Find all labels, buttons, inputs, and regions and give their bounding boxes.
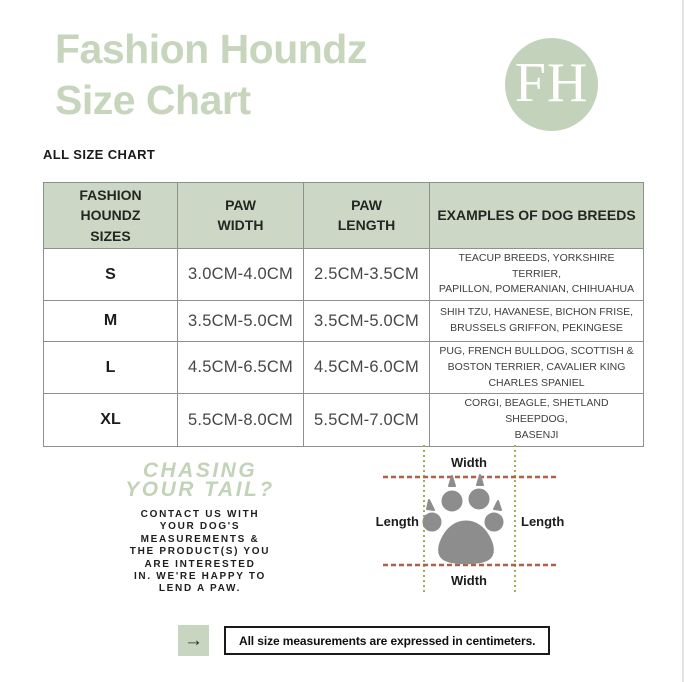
breeds-cell: TEACUP BREEDS, YORKSHIRE TERRIER, PAPILL…	[429, 247, 644, 302]
paw-length-cell: 3.5CM-5.0CM	[303, 300, 430, 343]
column-header-breeds: EXAMPLES OF DOG BREEDS	[429, 182, 644, 249]
arrow-right-icon: →	[178, 625, 209, 656]
size-cell: XL	[43, 393, 178, 447]
section-label: ALL SIZE CHART	[43, 147, 156, 162]
brand-logo: FH	[505, 38, 598, 131]
paw-width-cell: 3.0CM-4.0CM	[177, 247, 304, 302]
column-header-sizes: FASHION HOUNDZ SIZES	[43, 182, 178, 249]
table-header-row: FASHION HOUNDZ SIZES PAW WIDTH PAW LENGT…	[43, 182, 644, 249]
width-label-top: Width	[451, 455, 487, 470]
size-cell: L	[43, 341, 178, 395]
size-chart-table: FASHION HOUNDZ SIZES PAW WIDTH PAW LENGT…	[43, 182, 644, 447]
contact-body-text: CONTACT US WITH YOUR DOG'S MEASUREMENTS …	[129, 509, 271, 595]
table-row-l: L 4.5CM-6.5CM 4.5CM-6.0CM PUG, FRENCH BU…	[43, 341, 644, 395]
paw-measurement-diagram: Width Width Length Length	[376, 445, 564, 592]
width-label-bottom: Width	[451, 573, 487, 588]
footer-note-bar: → All size measurements are expressed in…	[178, 625, 551, 656]
paw-length-cell: 4.5CM-6.0CM	[303, 341, 430, 395]
paw-length-cell: 5.5CM-7.0CM	[303, 393, 430, 447]
length-label-right: Length	[521, 514, 564, 529]
length-label-left: Length	[376, 514, 419, 529]
paw-print-icon	[422, 474, 504, 565]
paw-width-cell: 4.5CM-6.5CM	[177, 341, 304, 395]
contact-headline: CHASING YOUR TAIL?	[125, 459, 275, 501]
column-header-paw-length: PAW LENGTH	[303, 182, 430, 249]
contact-block: CHASING YOUR TAIL? CONTACT US WITH YOUR …	[60, 459, 340, 596]
paw-width-cell: 3.5CM-5.0CM	[177, 300, 304, 343]
paw-length-cell: 2.5CM-3.5CM	[303, 247, 430, 302]
size-cell: M	[43, 300, 178, 343]
breeds-cell: PUG, FRENCH BULLDOG, SCOTTISH & BOSTON T…	[429, 341, 644, 395]
column-header-paw-width: PAW WIDTH	[177, 182, 304, 249]
screenshot-edge-line	[682, 0, 684, 682]
table-row-s: S 3.0CM-4.0CM 2.5CM-3.5CM TEACUP BREEDS,…	[43, 247, 644, 302]
page-title: Fashion Houndz Size Chart	[55, 26, 367, 123]
breeds-cell: SHIH TZU, HAVANESE, BICHON FRISE, BRUSSE…	[429, 300, 644, 343]
size-cell: S	[43, 247, 178, 302]
table-row-m: M 3.5CM-5.0CM 3.5CM-5.0CM SHIH TZU, HAVA…	[43, 300, 644, 343]
paw-width-cell: 5.5CM-8.0CM	[177, 393, 304, 447]
brand-logo-monogram: FH	[514, 51, 589, 114]
measurement-note: All size measurements are expressed in c…	[224, 626, 551, 655]
breeds-cell: CORGI, BEAGLE, SHETLAND SHEEPDOG, BASENJ…	[429, 393, 644, 447]
table-row-xl: XL 5.5CM-8.0CM 5.5CM-7.0CM CORGI, BEAGLE…	[43, 393, 644, 447]
